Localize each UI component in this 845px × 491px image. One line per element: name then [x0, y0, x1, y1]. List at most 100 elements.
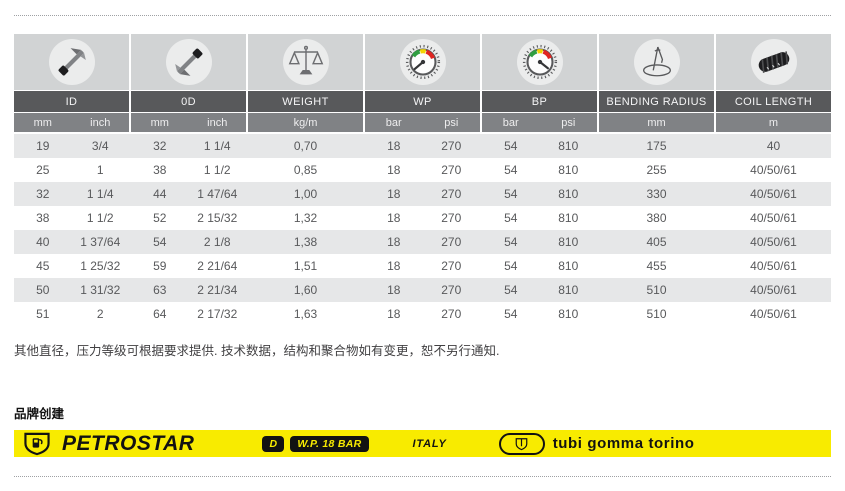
brand-name: PETROSTAR: [62, 431, 195, 455]
table-cell: 1,38: [293, 235, 318, 249]
coil-length-column-icon-cell: [716, 34, 831, 90]
units-od: mm inch: [131, 113, 246, 132]
table-row: 38 1 1/2 52 2 15/32 1,32 18 270 54 810 380 40/50/6…: [14, 206, 831, 230]
table-cell: 1 47/64: [197, 187, 238, 201]
brand-banner: PETROSTAR D W.P. 18 BAR ITALY tubi gomma…: [14, 430, 831, 457]
table-cell: 40/50/61: [750, 187, 797, 201]
table-cell: 1 37/64: [80, 235, 121, 249]
table-cell: 3/4: [91, 139, 109, 153]
footnote-text: 其他直径，压力等级可根据要求提供. 技术数据，结构和聚合物如有变更，恕不另行通知…: [14, 344, 500, 358]
scale-icon: [288, 45, 323, 75]
unit-label: inch: [207, 116, 228, 129]
table-cell: 2 21/64: [197, 259, 238, 273]
table-cell: 270: [441, 163, 462, 177]
unit-label: psi: [561, 116, 576, 129]
column-header-bending-radius: BENDING RADIUS: [599, 91, 714, 112]
table-cell: 810: [558, 307, 579, 321]
table-cell: 1: [96, 163, 104, 177]
table-cell: 32: [153, 139, 167, 153]
table-cell: 38: [153, 163, 167, 177]
table-cell: 54: [504, 283, 518, 297]
table-cell: 54: [504, 211, 518, 225]
table-cell: 18: [387, 235, 401, 249]
table-cell: 19: [36, 139, 50, 153]
table-row: 51 2 64 2 17/32 1,63 18 270 54 810 510 40/50/61: [14, 302, 831, 326]
table-cell: 40: [36, 235, 50, 249]
unit-label: inch: [90, 116, 111, 129]
manufacturer-name: tubi gomma torino: [552, 435, 695, 452]
table-cell: 54: [504, 259, 518, 273]
table-cell: 380: [646, 211, 667, 225]
table-cell: 2 21/34: [197, 283, 238, 297]
table-row: 45 1 25/32 59 2 21/64 1,51 18 270 54 810 455 40/50…: [14, 254, 831, 278]
table-cell: 270: [441, 283, 462, 297]
table-label-row: ID 0D WEIGHT WP BP BENDING RADIUS COIL L…: [14, 91, 831, 112]
fuel-pump-shield-icon: [24, 432, 50, 455]
units-wp: bar psi: [365, 113, 480, 132]
table-cell: 54: [504, 235, 518, 249]
table-cell: 810: [558, 139, 579, 153]
table-cell: 25: [36, 163, 50, 177]
pressure-gauge-icon: [522, 44, 557, 80]
units-coil-length: m: [716, 113, 831, 132]
hose-spec-table: ID 0D WEIGHT WP BP BENDING RADIUS COIL L…: [14, 34, 831, 326]
type-badge: D: [262, 435, 285, 452]
table-cell: 40/50/61: [750, 211, 797, 225]
table-cell: 270: [441, 211, 462, 225]
table-cell: 18: [387, 163, 401, 177]
unit-label: psi: [444, 116, 459, 129]
table-icon-row: [14, 34, 831, 90]
table-cell: 45: [36, 259, 50, 273]
table-cell: 1 1/4: [203, 139, 231, 153]
unit-label: m: [768, 116, 779, 129]
country-label: ITALY: [412, 437, 447, 450]
table-cell: 38: [36, 211, 50, 225]
table-cell: 1,51: [293, 259, 318, 273]
id-column-icon-cell: [14, 34, 129, 90]
caliper-icon: [58, 48, 86, 76]
column-header-coil-length: COIL LENGTH: [716, 91, 831, 112]
table-cell: 1,00: [293, 187, 318, 201]
table-cell: 810: [558, 259, 579, 273]
table-cell: 64: [153, 307, 167, 321]
table-row: 19 3/4 32 1 1/4 0,70 18 270 54 810 175 40: [14, 134, 831, 158]
bending-radius-icon: [642, 46, 671, 77]
table-cell: 1,32: [293, 211, 318, 225]
table-cell: 2 17/32: [197, 307, 238, 321]
table-cell: 175: [646, 139, 667, 153]
table-cell: 270: [441, 235, 462, 249]
table-cell: 810: [558, 283, 579, 297]
unit-label: bar: [385, 116, 402, 129]
table-cell: 40/50/61: [750, 235, 797, 249]
table-cell: 810: [558, 163, 579, 177]
table-cell: 405: [646, 235, 667, 249]
table-cell: 54: [504, 187, 518, 201]
wp-column-icon-cell: [365, 34, 480, 90]
table-cell: 510: [646, 283, 667, 297]
table-cell: 32: [36, 187, 50, 201]
bp-column-icon-cell: [482, 34, 597, 90]
table-cell: 40/50/61: [750, 259, 797, 273]
table-cell: 54: [153, 235, 167, 249]
table-cell: 255: [646, 163, 667, 177]
table-cell: 59: [153, 259, 167, 273]
table-cell: 0,85: [293, 163, 318, 177]
unit-label: mm: [150, 116, 169, 129]
pressure-gauge-icon: [405, 44, 440, 80]
table-cell: 40: [766, 139, 781, 153]
unit-label: kg/m: [293, 116, 318, 129]
column-header-wp: WP: [365, 91, 480, 112]
table-cell: 1,60: [293, 283, 318, 297]
table-cell: 1 1/2: [203, 163, 231, 177]
table-cell: 1 25/32: [80, 259, 121, 273]
table-cell: 810: [558, 211, 579, 225]
column-header-od: 0D: [131, 91, 246, 112]
table-cell: 18: [387, 187, 401, 201]
hose-coil-icon: [758, 51, 789, 73]
table-row: 32 1 1/4 44 1 47/64 1,00 18 270 54 810 330 40/50/6…: [14, 182, 831, 206]
weight-column-icon-cell: [248, 34, 363, 90]
table-body: 19 3/4 32 1 1/4 0,70 18 270 54 810 175 40 25 1 38 1 1/…: [14, 134, 831, 326]
table-cell: 50: [36, 283, 50, 297]
table-cell: 270: [441, 259, 462, 273]
bottom-divider: [14, 476, 831, 477]
